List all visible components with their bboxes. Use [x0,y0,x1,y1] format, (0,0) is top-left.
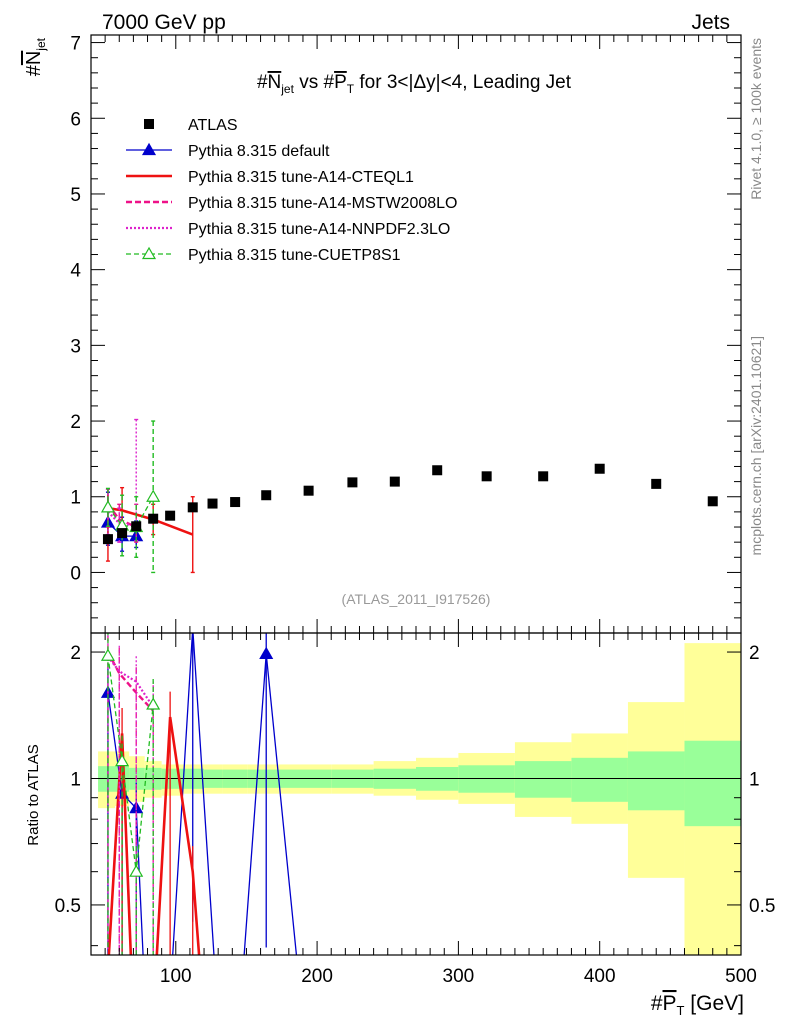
ratio-y-tick-label: 0.5 [55,896,81,917]
y-axis-label: #Njet [23,37,48,76]
ratio-curve-mstw [106,651,155,712]
ratio-band-inner [458,765,515,793]
ratio-y-tick-label-right: 0.5 [749,896,775,917]
title-n-symbol: N [268,72,282,93]
legend-label: Pythia 8.315 tune-A14-NNPDF2.3LO [188,221,450,238]
ratio-y-tick-label: 1 [70,769,81,790]
data-point [165,510,176,521]
ratio-marker-cuetp8s1 [146,697,161,710]
legend-label: Pythia 8.315 default [188,143,330,160]
data-point [131,521,142,532]
rivet-label: Rivet 4.1.0, ≥ 100k events [748,38,764,200]
x-tick-label: 500 [725,966,757,987]
y-tick-label: 6 [70,109,81,130]
data-point [261,490,272,501]
ratio-y-tick-label-right: 2 [749,643,760,664]
y-tick-label: 2 [70,412,81,433]
mc-marker-cuetp8s1 [146,489,161,502]
title-p-symbol: P [334,72,347,93]
data-point [148,513,159,524]
x-axis-label: #PT [GeV] [651,992,744,1018]
data-point [102,534,113,545]
legend-label: Pythia 8.315 tune-A14-CTEQL1 [188,169,414,186]
data-point [651,478,662,489]
mc-curve-nnpdf [107,511,137,527]
data-point [230,497,241,508]
chart-title: #Njet vs #PT for 3<|Δy|<4, Leading Jet [257,72,572,96]
ratio-band-inner [684,740,741,827]
legend-label: ATLAS [188,117,238,134]
main-data-points [102,463,718,545]
ratio-band-inner [514,761,572,798]
mc-curve-cuetp8s1 [107,496,154,528]
ratio-marker-cuetp8s1 [129,864,144,877]
y-tick-label: 0 [70,563,81,584]
ratio-band-inner [627,751,685,811]
data-point [347,477,358,488]
legend-label: Pythia 8.315 tune-A14-MSTW2008LO [188,195,457,212]
data-point [389,476,400,487]
data-point [117,528,128,539]
ratio-y-tick-label: 2 [70,643,81,664]
data-point [538,471,549,482]
x-tick-label: 400 [584,966,616,987]
ratio-mc-curves [100,633,298,955]
ratio-curve-cuetp8s1 [107,655,154,872]
ratio-marker-cuetp8s1 [115,753,130,767]
data-point [303,485,314,496]
data-point [481,471,492,482]
ratio-curve-default [107,633,298,955]
legend: ATLAS Pythia 8.315 default Pythia 8.315 tu… [126,117,457,264]
header-category: Jets [691,11,730,34]
ratio-marker-default [185,633,200,634]
ratio-marker-default [259,646,274,659]
legend-marker-cuetp8s1 [141,246,157,260]
y-tick-label: 7 [70,34,81,55]
data-point [594,463,605,474]
x-tick-label: 200 [301,966,333,987]
axis-ticks: 100 200 300 400 500 0 1 2 3 4 5 6 7 0.5 0.5 1 1 2 2 [55,34,776,987]
mc-curve-cteql1 [107,506,194,536]
ratio-marker-cuetp8s1 [100,648,115,661]
data-point [432,465,443,476]
y-tick-label: 4 [70,261,81,282]
header-energy: 7000 GeV pp [102,11,226,34]
x-tick-label: 300 [443,966,475,987]
mc-marker-cuetp8s1 [100,500,115,513]
data-point [207,498,218,509]
ratio-band-inner [571,757,628,802]
y-tick-label: 3 [70,336,81,357]
ratio-uncertainty-bands [91,643,741,955]
mc-curve-mstw [106,503,137,529]
main-mc-curves [100,418,195,574]
y-tick-label: 5 [70,185,81,206]
mcplots-label: mcplots.cern.ch [arXiv:2401.10621] [748,336,764,555]
x-tick-label: 100 [160,966,192,987]
ratio-curve-nnpdf [107,655,155,708]
data-point [707,496,718,507]
ratio-y-axis-label: Ratio to ATLAS [25,744,42,845]
legend-marker-atlas [144,119,154,129]
y-tick-label: 1 [70,488,81,509]
legend-label: Pythia 8.315 tune-CUETP8S1 [188,247,401,264]
data-point [187,502,198,513]
legend-marker-default [141,142,157,156]
ratio-y-tick-label-right: 1 [749,769,760,790]
analysis-watermark: (ATLAS_2011_I917526) [342,591,491,607]
